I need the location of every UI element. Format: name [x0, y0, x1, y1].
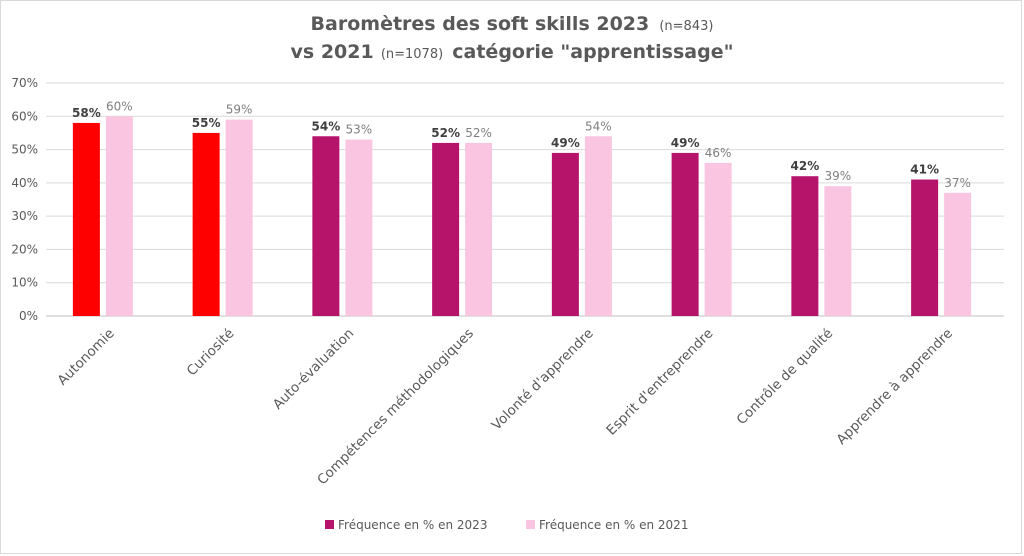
data-label-2023: 52%: [431, 126, 460, 140]
legend: Fréquence en % en 2023 Fréquence en % en…: [325, 518, 688, 532]
y-tick-label: 20%: [11, 242, 38, 256]
x-tick-label: Contrôle de qualité: [734, 326, 837, 429]
y-tick-label: 10%: [11, 276, 38, 290]
data-label-2023: 54%: [312, 119, 341, 133]
y-tick-label: 40%: [11, 176, 38, 190]
data-label-2021: 52%: [465, 126, 492, 140]
data-label-2021: 60%: [106, 99, 133, 113]
data-label-2023: 49%: [671, 136, 700, 150]
x-tick-label: Curiosité: [184, 326, 238, 380]
x-axis: Autonomie Curiosité Auto-évaluationCompéte…: [55, 326, 956, 489]
y-tick-label: 50%: [11, 143, 38, 157]
bar-2023: [551, 152, 579, 316]
bar-2021: [944, 192, 972, 316]
legend-swatch-2021: [526, 520, 535, 529]
y-tick-label: 60%: [11, 109, 38, 123]
bar-2023: [791, 176, 819, 316]
data-label-2021: 37%: [944, 176, 971, 190]
x-tick-label: Volonté d'apprendre: [489, 326, 597, 434]
data-label-2023: 41%: [910, 163, 939, 177]
bar-2021: [345, 139, 373, 316]
chart-title-line1: Baromètres des soft skills 2023 (n=843): [311, 13, 714, 35]
data-label-2021: 39%: [825, 169, 852, 183]
chart-title-line2: vs 2021 (n=1078) catégorie "apprentissag…: [291, 41, 734, 63]
y-tick-label: 70%: [11, 76, 38, 90]
data-label-2021: 53%: [346, 123, 373, 137]
bar-2021: [704, 162, 732, 316]
data-label-2021: 59%: [226, 103, 253, 117]
legend-label-2023: Fréquence en % en 2023: [338, 518, 487, 532]
x-tick-label: Esprit d'entreprendre: [603, 326, 716, 439]
y-axis: 0% 10% 20% 30% 40% 50% 60% 70%: [11, 76, 38, 323]
data-label-2021: 46%: [705, 146, 732, 160]
bar-2023: [432, 142, 460, 316]
bar-2023: [192, 132, 220, 316]
data-label-2021: 54%: [585, 119, 612, 133]
data-label-2023: 58%: [72, 106, 101, 120]
x-tick-label: Apprendre à apprendre: [834, 326, 956, 448]
data-label-2023: 49%: [551, 136, 580, 150]
bar-2021: [105, 116, 133, 317]
data-label-2023: 42%: [791, 159, 820, 173]
bar-2023: [671, 152, 699, 316]
bar-2021: [584, 136, 612, 316]
bar-2021: [824, 186, 852, 316]
bar-2021: [225, 119, 253, 316]
bar-2023: [911, 179, 939, 316]
x-tick-label: Autonomie: [55, 326, 118, 389]
gridlines: [46, 82, 1004, 317]
legend-swatch-2023: [325, 520, 334, 529]
bar-2023: [312, 136, 340, 316]
x-tick-label: Auto-évaluation: [270, 326, 357, 413]
legend-label-2021: Fréquence en % en 2021: [539, 518, 688, 532]
data-label-2023: 55%: [192, 116, 221, 130]
bar-2021: [465, 142, 493, 316]
y-tick-label: 30%: [11, 209, 38, 223]
y-tick-label: 0%: [19, 309, 38, 323]
bars: 58% 60% 55% 59% 54% 53% 52% 52% 49% 54% 49% 46% 42% 3…: [72, 99, 972, 317]
bar-2023: [72, 122, 100, 316]
